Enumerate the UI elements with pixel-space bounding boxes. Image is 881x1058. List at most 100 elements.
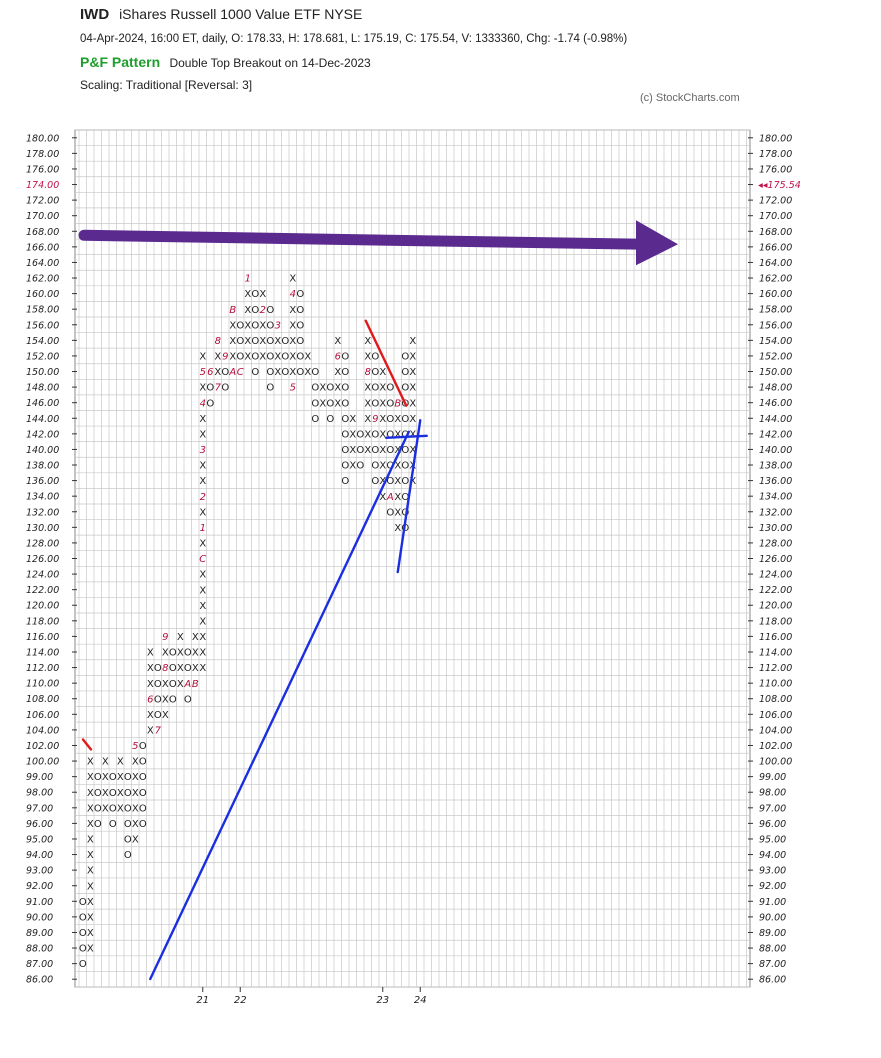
o-box: O: [356, 429, 364, 440]
x-box: X: [409, 367, 416, 378]
y-tick-label-right: 168.00: [759, 227, 792, 238]
y-tick-label-left: 142.00: [26, 429, 59, 440]
y-tick-label-right: 91.00: [759, 897, 786, 908]
x-box: X: [409, 429, 416, 440]
y-tick-label-left: 126.00: [26, 554, 59, 565]
chart-header: IWD iShares Russell 1000 Value ETF NYSE …: [0, 0, 881, 120]
x-box: X: [364, 414, 371, 425]
o-box: O: [124, 803, 132, 814]
y-tick-label-right: 162.00: [759, 274, 792, 285]
x-box: X: [162, 694, 169, 705]
y-tick-label-right: 106.00: [759, 710, 792, 721]
o-box: O: [79, 928, 87, 939]
y-tick-label-left: 99.00: [26, 772, 53, 783]
x-box: X: [199, 539, 206, 550]
o-box: O: [386, 414, 394, 425]
o-box: O: [401, 352, 409, 363]
x-box: X: [394, 445, 401, 456]
y-tick-label-left: 174.00: [26, 180, 59, 191]
x-box: X: [199, 352, 206, 363]
x-box: X: [199, 585, 206, 596]
x-box: X: [304, 367, 311, 378]
x-box: X: [379, 492, 386, 503]
x-box: X: [199, 601, 206, 612]
month-marker: 1: [245, 274, 251, 285]
x-tick-label: 21: [196, 995, 209, 1006]
x-box: X: [289, 367, 296, 378]
x-box: X: [87, 850, 94, 861]
y-tick-label-right: 164.00: [759, 258, 792, 269]
o-box: O: [311, 414, 319, 425]
y-tick-label-left: 154.00: [26, 336, 59, 347]
y-tick-label-right: 112.00: [759, 663, 792, 674]
y-tick-label-left: 132.00: [26, 507, 59, 518]
o-box: O: [341, 445, 349, 456]
y-tick-label-left: 148.00: [26, 383, 59, 394]
x-box: X: [214, 367, 221, 378]
x-box: X: [132, 788, 139, 799]
o-box: O: [124, 819, 132, 830]
o-box: O: [296, 352, 304, 363]
o-box: O: [341, 398, 349, 409]
y-tick-label-left: 118.00: [26, 616, 59, 627]
o-box: O: [386, 461, 394, 472]
copyright-text: (c) StockCharts.com: [640, 92, 740, 104]
month-marker: 4: [200, 398, 206, 409]
plot-area: [74, 129, 751, 988]
y-tick-label-right: 95.00: [759, 834, 786, 845]
y-tick-label-right: 87.00: [759, 959, 786, 970]
o-box: O: [371, 367, 379, 378]
y-tick-label-left: 104.00: [26, 725, 59, 736]
o-box: O: [401, 476, 409, 487]
x-box: X: [289, 336, 296, 347]
month-marker: 5: [132, 741, 138, 752]
x-box: X: [87, 819, 94, 830]
o-box: O: [206, 383, 214, 394]
x-box: X: [409, 336, 416, 347]
x-box: X: [364, 398, 371, 409]
x-box: X: [409, 398, 416, 409]
o-box: O: [154, 679, 162, 690]
y-tick-label-right: 166.00: [759, 242, 792, 253]
o-box: O: [139, 757, 147, 768]
x-box: X: [244, 305, 251, 316]
o-box: O: [139, 819, 147, 830]
x-tick-label: 23: [376, 995, 389, 1006]
x-box: X: [132, 757, 139, 768]
o-box: O: [401, 492, 409, 503]
o-box: O: [266, 320, 274, 331]
x-box: X: [87, 944, 94, 955]
month-marker: 2: [200, 492, 206, 503]
o-box: O: [296, 305, 304, 316]
o-box: O: [79, 959, 87, 970]
x-box: X: [394, 429, 401, 440]
x-box: X: [379, 429, 386, 440]
month-marker: 4: [290, 289, 296, 300]
x-box: X: [409, 383, 416, 394]
y-tick-label-left: 156.00: [26, 320, 59, 331]
pattern-label: P&F Pattern: [80, 54, 161, 70]
y-tick-label-right: 148.00: [759, 383, 792, 394]
o-box: O: [169, 663, 177, 674]
o-box: O: [154, 694, 162, 705]
x-box: X: [244, 320, 251, 331]
y-tick-label-left: 130.00: [26, 523, 59, 534]
o-box: O: [266, 367, 274, 378]
o-box: O: [79, 912, 87, 923]
month-marker: 2: [260, 305, 266, 316]
x-box: X: [199, 476, 206, 487]
x-box: X: [409, 414, 416, 425]
arrow-shaft: [78, 229, 648, 250]
security-name: iShares Russell 1000 Value ETF NYSE: [119, 6, 363, 22]
o-box: O: [341, 461, 349, 472]
o-box: O: [341, 414, 349, 425]
month-marker: 3: [275, 320, 281, 331]
scaling-line: Scaling: Traditional [Reversal: 3]: [80, 78, 253, 92]
y-tick-label-right: 86.00: [759, 975, 786, 986]
o-box: O: [311, 398, 319, 409]
x-box: X: [409, 476, 416, 487]
o-box: O: [401, 461, 409, 472]
y-tick-label-right: 158.00: [759, 305, 792, 316]
x-box: X: [199, 648, 206, 659]
month-marker: 3: [200, 445, 206, 456]
